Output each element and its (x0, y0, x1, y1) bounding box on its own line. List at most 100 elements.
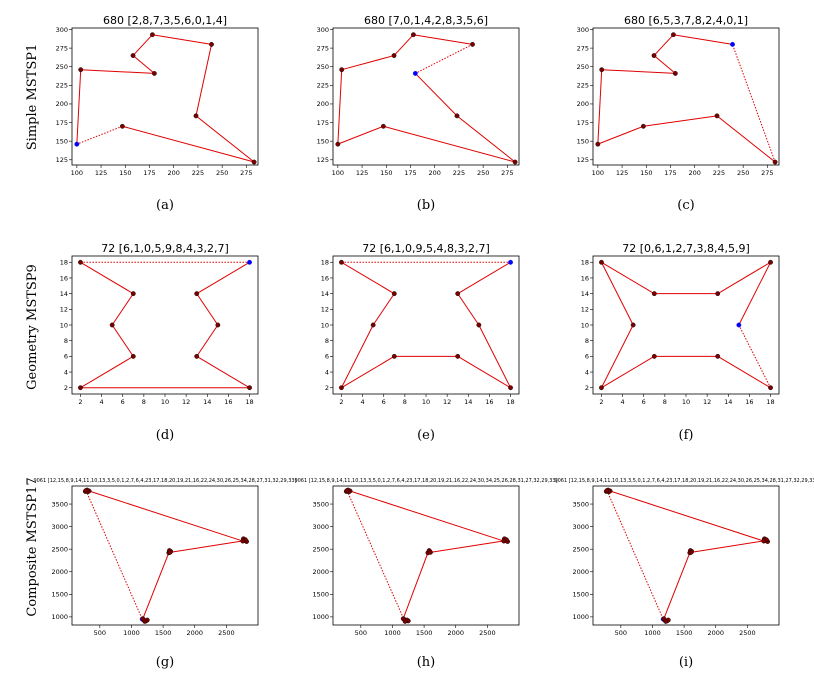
tour-node (380, 123, 386, 129)
y-tick-label: 3500 (312, 500, 329, 508)
x-tick-label: 275 (761, 169, 773, 177)
x-tick-label: 275 (240, 169, 252, 177)
tour-edge (341, 55, 395, 71)
x-tick-label: 100 (332, 169, 344, 177)
x-tick-label: 175 (143, 169, 155, 177)
start-node (736, 322, 742, 328)
tour-edge (716, 115, 776, 163)
x-tick-label: 125 (616, 169, 628, 177)
tour-edge (80, 69, 155, 74)
tour-edge (132, 55, 155, 74)
x-tick-label: 500 (615, 629, 627, 637)
tour-edge (372, 293, 395, 326)
panels: 680 [2,8,7,3,5,6,0,1,4]100 125 150 175 200 22… (33, 14, 814, 670)
y-tick-label: 14 (321, 290, 329, 298)
x-tick-label: 1000 (384, 629, 401, 637)
tour-closing-edge (85, 490, 143, 620)
y-tick-label: 8 (325, 337, 329, 345)
tour-edge (195, 44, 212, 116)
tour-closing-edge (732, 44, 776, 163)
tour-edge (413, 34, 473, 45)
tour-node (140, 616, 146, 622)
x-tick-label: 500 (94, 629, 106, 637)
tour-edge (196, 355, 250, 389)
x-tick-label: 6 (121, 398, 125, 406)
y-tick-label: 175 (56, 119, 68, 127)
x-tick-label: 125 (356, 169, 368, 177)
x-tick-label: 2000 (186, 629, 203, 637)
y-tick-label: 10 (581, 321, 589, 329)
x-tick-label: 6 (382, 398, 386, 406)
tour-edge (601, 355, 655, 389)
tour-node (78, 259, 83, 265)
tour-edge (341, 261, 395, 295)
y-tick-label: 2000 (51, 568, 68, 576)
y-tick-label: 225 (577, 82, 589, 90)
tour-edge (402, 552, 429, 619)
tour-node (768, 385, 773, 391)
plot-title: 9061 [12,15,8,9,14,11,10,13,3,5,0,1,2,7,… (33, 478, 296, 484)
y-tick-label: 18 (60, 259, 68, 267)
tour-node (109, 322, 115, 328)
tour-node (508, 385, 513, 391)
tour-node (391, 353, 397, 359)
subfigure-caption: (b) (417, 198, 435, 213)
y-tick-label: 16 (60, 274, 68, 282)
start-node (508, 259, 513, 265)
tour-edge (597, 125, 644, 145)
tour-node (768, 259, 773, 265)
row-label-geometry: Geometry MSTSP9 (25, 264, 40, 390)
tour-node (772, 159, 778, 165)
subfigure-caption: (h) (417, 655, 436, 670)
tour-node (599, 67, 605, 73)
tour-node (391, 53, 397, 58)
plot-title: 72 [6,1,0,9,5,4,8,3,2,7] (362, 242, 490, 255)
tour-edge (643, 115, 718, 127)
y-tick-label: 2000 (572, 568, 589, 576)
y-tick-label: 6 (585, 353, 589, 361)
tour-edge (111, 293, 134, 326)
y-tick-label: 175 (577, 119, 589, 127)
y-tick-label: 225 (56, 82, 68, 90)
tour-edge (195, 115, 255, 163)
tour-edge (456, 115, 516, 163)
tour-node (604, 488, 610, 493)
x-tick-label: 225 (453, 169, 465, 177)
start-node (730, 41, 735, 47)
tour-closing-edge (415, 43, 473, 74)
tour-edge (690, 540, 766, 553)
x-tick-label: 12 (703, 398, 711, 406)
y-tick-label: 2 (585, 384, 589, 392)
tour-edge (76, 69, 82, 145)
y-tick-label: 125 (56, 156, 68, 164)
x-tick-label: 2 (78, 398, 82, 406)
y-tick-label: 14 (60, 290, 68, 298)
tour-edge (196, 261, 250, 295)
panel-f: 72 [0,6,1,2,7,3,8,4,5,9] 2 4 6 8 10 12 14 16 18 2 4… (581, 242, 780, 443)
x-tick-label: 4 (100, 398, 104, 406)
tour-node (83, 488, 89, 493)
y-tick-label: 3500 (51, 500, 68, 508)
tour-node (455, 291, 461, 297)
tour-edge (337, 69, 343, 145)
y-tick-label: 4 (325, 368, 329, 376)
panel-i: 9061 [12,15,8,9,14,11,10,13,3,5,0,1,2,7,… (554, 478, 814, 670)
y-tick-label: 1500 (572, 591, 589, 599)
tour-node (400, 616, 406, 622)
x-tick-label: 16 (745, 398, 753, 406)
x-tick-label: 100 (592, 169, 604, 177)
tour-node (130, 291, 136, 297)
x-tick-label: 2 (339, 398, 343, 406)
tour-node (672, 71, 678, 76)
panel-c: 680 [6,5,3,7,8,2,4,0,1]100 125 150 175 200 22… (577, 14, 780, 213)
y-tick-label: 300 (317, 26, 329, 34)
start-node (74, 141, 80, 147)
x-tick-label: 10 (422, 398, 430, 406)
y-tick-label: 2500 (572, 545, 589, 553)
tour-node (344, 488, 350, 493)
plot-frame (71, 27, 259, 166)
tour-edge (601, 69, 676, 74)
tour-edge (383, 125, 516, 163)
y-tick-label: 125 (577, 156, 589, 164)
